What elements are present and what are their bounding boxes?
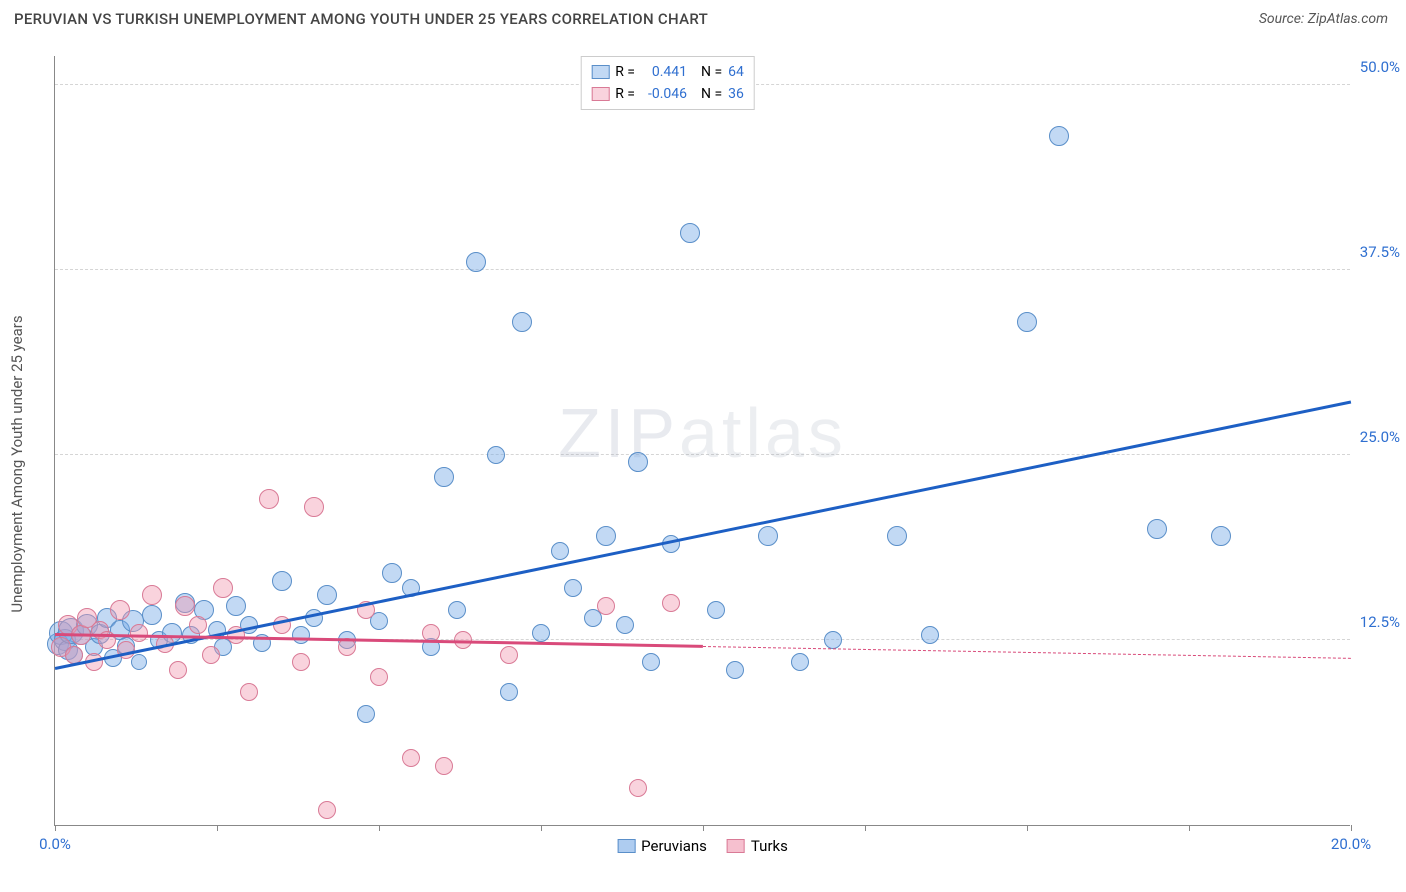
data-point	[1017, 312, 1037, 332]
x-tick	[1027, 825, 1028, 831]
data-point	[466, 252, 486, 272]
data-point	[662, 594, 680, 612]
x-tick	[1351, 825, 1352, 831]
data-point	[642, 653, 660, 671]
data-point	[142, 605, 162, 625]
series-legend: Peruvians Turks	[617, 837, 788, 855]
r-value-turks: -0.046	[641, 83, 687, 105]
data-point	[189, 616, 207, 634]
data-point	[707, 601, 725, 619]
data-point	[259, 489, 279, 509]
n-value-peruvians: 64	[728, 61, 744, 83]
x-tick	[541, 825, 542, 831]
data-point	[317, 585, 337, 605]
swatch-peruvians	[591, 65, 609, 79]
data-point	[597, 597, 615, 615]
data-point	[435, 757, 453, 775]
y-tick-label: 12.5%	[1355, 613, 1400, 631]
data-point	[357, 705, 375, 723]
data-point	[500, 646, 518, 664]
chart-title: PERUVIAN VS TURKISH UNEMPLOYMENT AMONG Y…	[14, 10, 708, 28]
gridline	[55, 269, 1350, 270]
data-point	[824, 631, 842, 649]
data-point	[1049, 126, 1069, 146]
data-point	[110, 600, 130, 620]
data-point	[175, 596, 195, 616]
data-point	[758, 526, 778, 546]
data-point	[338, 638, 356, 656]
watermark: ZIPatlas	[558, 393, 847, 473]
data-point	[240, 683, 258, 701]
data-point	[564, 579, 582, 597]
data-point	[680, 223, 700, 243]
data-point	[304, 497, 324, 517]
x-tick-label: 20.0%	[1331, 835, 1371, 853]
data-point	[551, 542, 569, 560]
data-point	[1211, 526, 1231, 546]
data-point	[142, 585, 162, 605]
data-point	[791, 653, 809, 671]
data-point	[169, 661, 187, 679]
gridline	[55, 454, 1350, 455]
legend-item-turks: Turks	[727, 837, 788, 855]
data-point	[318, 801, 336, 819]
chart-header: PERUVIAN VS TURKISH UNEMPLOYMENT AMONG Y…	[0, 0, 1406, 36]
data-point	[402, 749, 420, 767]
data-point	[202, 646, 220, 664]
legend-row-turks: R = -0.046 N = 36	[591, 83, 744, 105]
plot-region: ZIPatlas R = 0.441 N = 64 R = -0.046 N =…	[54, 56, 1350, 826]
legend-swatch-turks	[727, 839, 745, 853]
y-tick-label: 50.0%	[1355, 58, 1400, 76]
data-point	[629, 779, 647, 797]
data-point	[130, 624, 148, 642]
legend-item-peruvians: Peruvians	[617, 837, 707, 855]
data-point	[226, 596, 246, 616]
data-point	[382, 563, 402, 583]
source-attribution: Source: ZipAtlas.com	[1259, 11, 1388, 27]
x-tick-label: 0.0%	[39, 835, 71, 853]
x-tick	[379, 825, 380, 831]
data-point	[292, 626, 310, 644]
data-point	[1147, 519, 1167, 539]
y-axis-label: Unemployment Among Youth under 25 years	[8, 315, 26, 612]
swatch-turks	[591, 87, 609, 101]
data-point	[500, 683, 518, 701]
data-point	[726, 661, 744, 679]
data-point	[272, 571, 292, 591]
data-point	[434, 467, 454, 487]
r-value-peruvians: 0.441	[641, 61, 687, 83]
data-point	[487, 446, 505, 464]
data-point	[921, 626, 939, 644]
x-tick	[703, 825, 704, 831]
x-tick	[1189, 825, 1190, 831]
data-point	[887, 526, 907, 546]
data-point	[370, 668, 388, 686]
y-tick-label: 37.5%	[1355, 243, 1400, 261]
data-point	[616, 616, 634, 634]
legend-row-peruvians: R = 0.441 N = 64	[591, 61, 744, 83]
x-tick	[865, 825, 866, 831]
x-tick	[55, 825, 56, 831]
data-point	[448, 601, 466, 619]
x-tick	[217, 825, 218, 831]
correlation-legend: R = 0.441 N = 64 R = -0.046 N = 36	[580, 56, 755, 110]
data-point	[532, 624, 550, 642]
chart-area: Unemployment Among Youth under 25 years …	[0, 44, 1406, 892]
n-value-turks: 36	[728, 83, 744, 105]
data-point	[628, 452, 648, 472]
legend-swatch-peruvians	[617, 839, 635, 853]
data-point	[131, 654, 147, 670]
data-point	[596, 526, 616, 546]
data-point	[512, 312, 532, 332]
data-point	[213, 578, 233, 598]
y-tick-label: 25.0%	[1355, 428, 1400, 446]
data-point	[292, 653, 310, 671]
